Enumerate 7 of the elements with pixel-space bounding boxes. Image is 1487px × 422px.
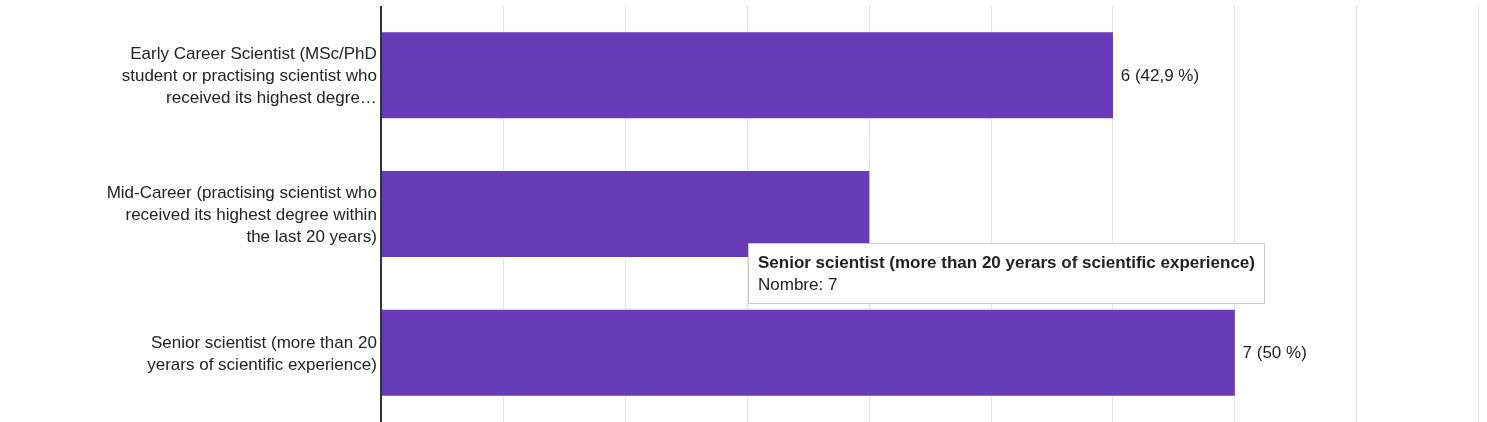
annotation: Senior scientist (more than 20 yerars of scientific experience) [758, 253, 1255, 272]
y-tick-label: Mid-Career (practising scientist who received its highest degree within the last 20 years) [106, 182, 377, 247]
data-label: 6 (42,9 %) [1115, 65, 1200, 85]
y-tick-label: Senior scientist (more than 20 yerars of scientific experience) [147, 332, 377, 374]
annotation: Nombre: 7 [758, 275, 838, 295]
y-tick-label: Early Career Scientist (MSc/PhD student or practising scientist who received its highest degre… [121, 44, 377, 108]
data-label: 7 (50 %) [1237, 343, 1307, 363]
